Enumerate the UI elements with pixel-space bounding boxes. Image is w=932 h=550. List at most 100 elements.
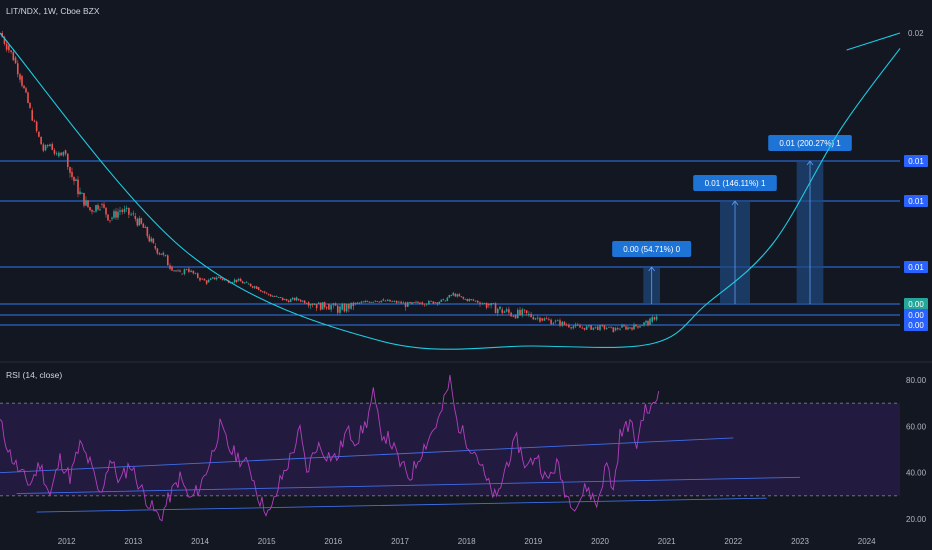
candle-body (391, 301, 394, 303)
candle-body (470, 299, 473, 300)
candle-body (539, 317, 541, 322)
price-axis-label: 0.01 (908, 263, 924, 272)
x-axis-label: 2019 (524, 537, 542, 546)
candle-body (389, 299, 391, 302)
candle-body (428, 300, 430, 304)
candle-body (400, 301, 402, 304)
candle-body (51, 144, 54, 150)
candle-body (171, 267, 173, 271)
candle-body (93, 211, 95, 213)
candle-body (181, 273, 184, 275)
candle-body (23, 85, 25, 89)
candle-body (483, 303, 486, 304)
price-axis-label: 0.01 (908, 197, 924, 206)
candle-body (466, 299, 469, 301)
candle-body (570, 327, 572, 329)
candle-body (631, 327, 633, 330)
candle-body (605, 327, 608, 329)
candle-body (175, 270, 177, 272)
candle-body (590, 325, 592, 330)
candle-body (339, 306, 341, 313)
candle-body (10, 50, 12, 52)
x-axis-label: 2016 (324, 537, 342, 546)
candle-body (77, 179, 79, 195)
candle-body (317, 302, 320, 304)
x-axis-label: 2020 (591, 537, 609, 546)
candle-body (374, 300, 377, 302)
candle-body (275, 296, 278, 298)
candle-body (192, 270, 195, 274)
candle-body (436, 302, 439, 304)
candle-body (494, 303, 497, 314)
candle-body (625, 326, 627, 330)
candle-body (559, 320, 561, 326)
candle-body (585, 326, 588, 330)
candle-body (508, 309, 510, 313)
candle-body (565, 324, 568, 326)
candle-body (398, 301, 400, 303)
candle-body (360, 301, 363, 303)
candle-body (315, 304, 318, 309)
candle-body (140, 218, 143, 224)
candle-body (89, 207, 91, 211)
candle-body (649, 318, 651, 325)
candle-body (241, 281, 244, 284)
candle-body (645, 320, 647, 323)
candle-body (328, 304, 330, 310)
price-axis-badge (904, 309, 928, 321)
candle-body (185, 269, 188, 271)
candle-body (512, 316, 515, 318)
rsi-title: RSI (14, close) (6, 370, 63, 380)
candle-body (519, 309, 521, 316)
projection-label-text: 0.01 (146.11%) 1 (705, 179, 766, 188)
candle-body (3, 37, 6, 44)
candle-body (514, 315, 517, 319)
candle-body (146, 227, 149, 237)
candle-body (128, 207, 130, 215)
candle-body (629, 327, 631, 329)
candle-body (460, 296, 463, 298)
price-axis-label: 0.02 (908, 29, 924, 38)
candle-body (269, 294, 272, 297)
candle-body (588, 325, 590, 327)
candle-body (25, 88, 27, 93)
candle-body (563, 321, 566, 325)
candle-body (267, 293, 270, 295)
candle-body (295, 297, 298, 301)
x-axis-label: 2017 (391, 537, 409, 546)
candle-body (265, 292, 268, 294)
candle-body (55, 153, 58, 155)
candle-body (148, 236, 151, 242)
candle-body (413, 302, 415, 303)
candle-body (207, 280, 210, 283)
candle-body (440, 299, 443, 302)
candle-body (579, 325, 581, 328)
candle-body (610, 326, 612, 328)
candle-body (596, 326, 599, 330)
projection-label (768, 135, 852, 151)
x-axis-label: 2018 (458, 537, 476, 546)
projection-arrowhead (731, 200, 739, 206)
candle-body (521, 309, 524, 316)
candle-body (46, 145, 49, 147)
candle-body (404, 302, 407, 307)
candle-body (454, 293, 457, 297)
candle-body (53, 149, 56, 154)
candle-body (173, 270, 175, 272)
candle-body (245, 281, 248, 283)
candle-body (393, 300, 396, 302)
candle-body (348, 303, 350, 309)
candle-body (430, 300, 432, 302)
candle-body (97, 205, 99, 210)
candle-body (201, 278, 204, 280)
candle-body (647, 320, 649, 325)
trend-curve (0, 32, 901, 350)
candle-body (263, 291, 266, 293)
candle-body (356, 302, 359, 304)
candle-body (603, 325, 606, 329)
candle-body (376, 301, 379, 303)
candle-body (297, 298, 300, 300)
candle-body (425, 303, 428, 305)
candle-body (85, 200, 87, 206)
